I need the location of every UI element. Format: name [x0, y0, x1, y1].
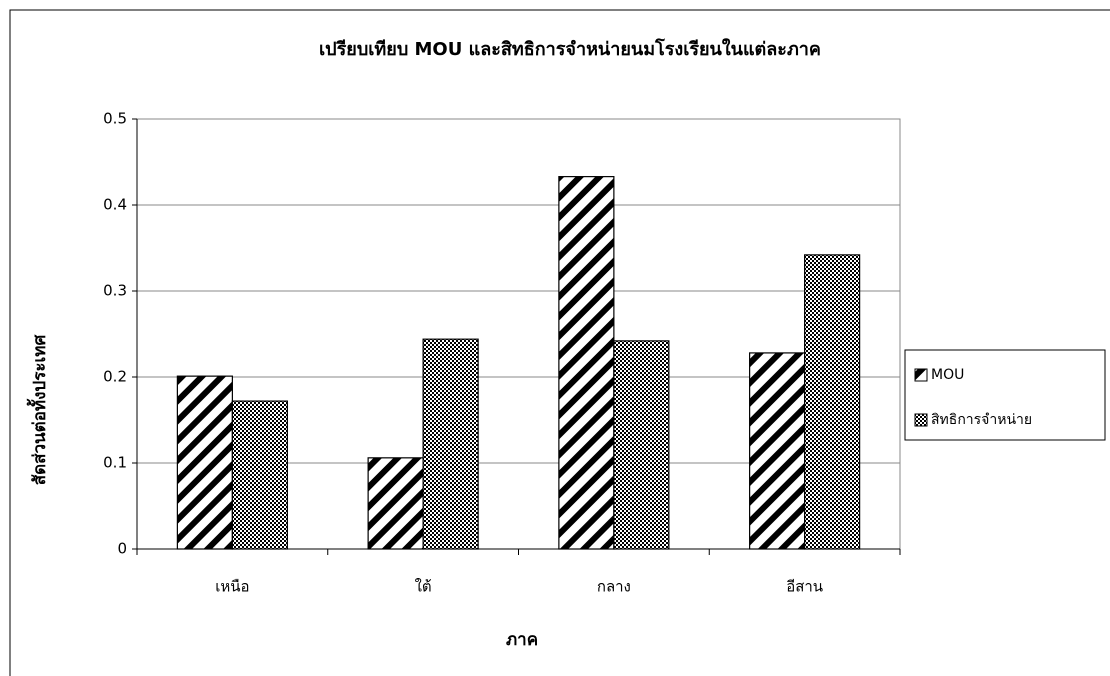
y-tick-label: 0.1: [103, 454, 127, 472]
bar: [749, 352, 806, 550]
x-tick-label: อีสาน: [786, 578, 823, 596]
x-axis-title: ภาค: [506, 630, 538, 650]
legend-box: [904, 349, 1106, 441]
bar: [613, 340, 670, 550]
chart-title: เปรียบเทียบ MOU และสิทธิการจำหน่ายนมโรงเ…: [319, 38, 821, 60]
y-tick-label: 0: [117, 540, 127, 558]
bar: [558, 176, 615, 550]
legend-swatch: [914, 413, 928, 427]
x-tick-label: กลาง: [597, 578, 631, 596]
legend-label: สิทธิการจำหน่าย: [931, 412, 1032, 428]
x-tick-label: เหนือ: [215, 578, 249, 596]
bar: [231, 400, 288, 550]
legend-label: MOU: [931, 367, 964, 383]
x-tick-label: ใต้: [415, 578, 432, 596]
y-tick-label: 0.3: [103, 282, 127, 300]
bar: [422, 338, 479, 550]
y-tick-label: 0.4: [103, 196, 127, 214]
bar: [367, 457, 424, 550]
legend-swatch: [914, 368, 928, 382]
bar: [804, 254, 861, 550]
y-tick-label: 0.2: [103, 368, 127, 386]
bar: [176, 375, 233, 550]
y-tick-label: 0.5: [103, 110, 127, 128]
y-axis-title: สัดส่วนต่อทั้งประเทศ: [26, 334, 50, 486]
